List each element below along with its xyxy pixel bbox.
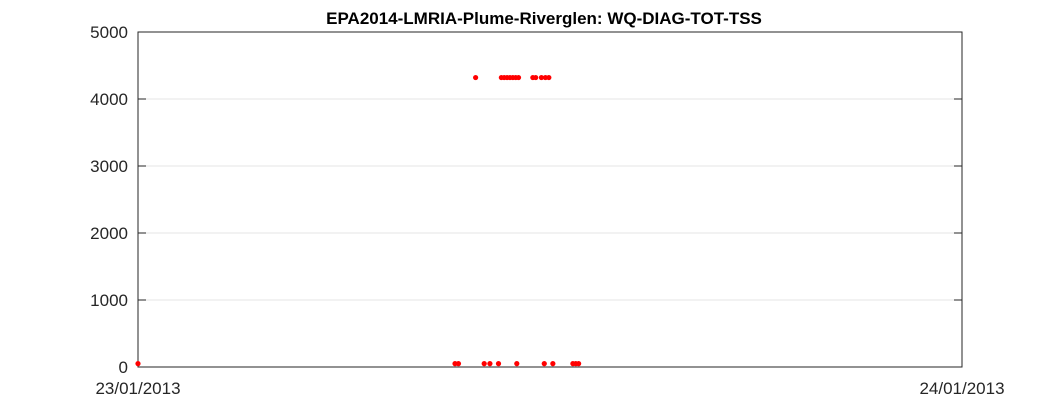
y-axis: 0 1000 2000 3000 4000 5000 [90, 23, 962, 377]
data-point [455, 361, 462, 367]
data-point [538, 74, 545, 81]
data-point [515, 74, 522, 81]
y-tick-label: 5000 [90, 23, 128, 42]
data-points [135, 74, 582, 367]
data-point [514, 361, 520, 367]
y-grid [138, 98, 962, 301]
data-point [495, 361, 502, 367]
data-point [135, 361, 141, 367]
x-axis: 23/01/2013 24/01/2013 [95, 359, 1005, 398]
y-tick-label: 2000 [90, 224, 128, 243]
data-point [473, 74, 479, 81]
y-tick-label: 0 [119, 358, 128, 377]
data-point [533, 74, 539, 81]
data-point [481, 361, 487, 367]
data-point [546, 74, 552, 81]
data-point [487, 361, 493, 367]
x-tick-label: 24/01/2013 [919, 379, 1004, 398]
plot-area [138, 32, 962, 367]
y-tick-label: 1000 [90, 291, 128, 310]
data-point [541, 361, 547, 367]
y-tick-label: 3000 [90, 157, 128, 176]
x-tick-label: 23/01/2013 [95, 379, 180, 398]
axes-box [137, 31, 963, 368]
data-point [550, 361, 556, 367]
chart-title: EPA2014-LMRIA-Plume-Riverglen: WQ-DIAG-T… [326, 9, 762, 28]
data-point [576, 361, 582, 367]
y-tick-label: 4000 [90, 90, 128, 109]
